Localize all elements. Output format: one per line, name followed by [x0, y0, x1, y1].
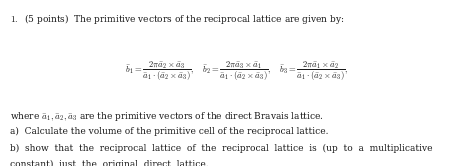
Text: constant)  just  the  original  direct  lattice.: constant) just the original direct latti… — [10, 160, 209, 166]
Text: a)  Calculate the volume of the primitive cell of the reciprocal lattice.: a) Calculate the volume of the primitive… — [10, 127, 329, 136]
Text: b)  show  that  the  reciprocal  lattice  of  the  reciprocal  lattice  is  (up : b) show that the reciprocal lattice of t… — [10, 144, 433, 153]
Text: $\mathbf{1.}$  (5 points)  The primitive vectors of the reciprocal lattice are g: $\mathbf{1.}$ (5 points) The primitive v… — [10, 12, 345, 26]
Text: where $\bar{a}_1, \bar{a}_2, \bar{a}_3$ are the primitive vectors of the direct : where $\bar{a}_1, \bar{a}_2, \bar{a}_3$ … — [10, 110, 324, 123]
Text: $\bar{b}_1 = \dfrac{2\pi\bar{a}_2 \times \bar{a}_3}{\bar{a}_1 \cdot (\bar{a}_2 \: $\bar{b}_1 = \dfrac{2\pi\bar{a}_2 \times… — [125, 60, 349, 83]
